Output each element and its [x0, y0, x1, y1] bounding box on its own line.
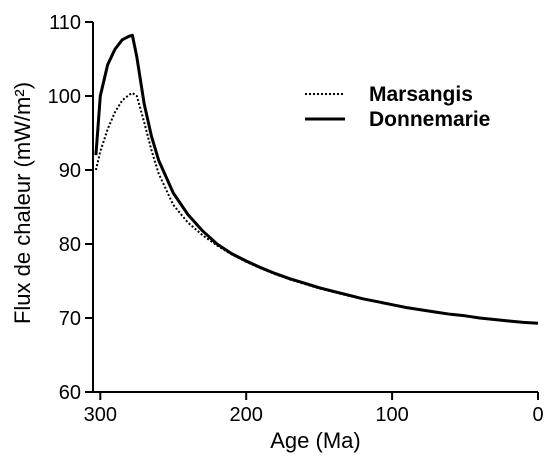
y-tick-label-90: 90 [59, 160, 81, 182]
y-axis: 60 70 80 90 100 110 [48, 12, 94, 404]
y-tick-label-110: 110 [49, 12, 81, 34]
series-line-donnemarie [94, 33, 539, 325]
y-axis-title: Flux de chaleur (mW/m²) [10, 82, 35, 324]
y-tick-label-60: 60 [59, 382, 81, 404]
legend-label-donnemarie: Donnemarie [369, 108, 490, 131]
series-layer [94, 33, 539, 325]
x-tick-label-0: 0 [532, 404, 543, 426]
y-tick-label-80: 80 [59, 234, 81, 256]
x-tick-label-300: 300 [84, 404, 117, 426]
y-tick-label-70: 70 [59, 308, 81, 330]
x-tick-label-200: 200 [230, 404, 263, 426]
y-tick-label-100: 100 [48, 86, 81, 108]
x-axis: 300 200 100 0 [84, 391, 544, 426]
legend-label-marsangis: Marsangis [369, 83, 473, 106]
x-tick-label-100: 100 [375, 404, 408, 426]
x-axis-title: Age (Ma) [270, 428, 360, 453]
